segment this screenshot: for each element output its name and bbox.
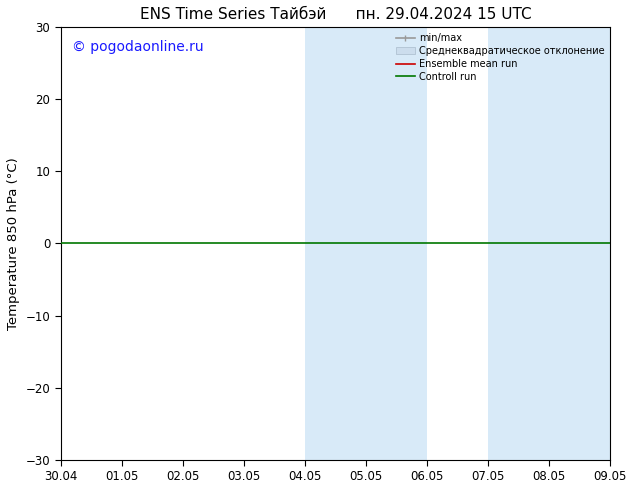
Legend: min/max, Среднеквадратическое отклонение, Ensemble mean run, Controll run: min/max, Среднеквадратическое отклонение… bbox=[392, 29, 609, 86]
Title: ENS Time Series Тайбэй      пн. 29.04.2024 15 UTC: ENS Time Series Тайбэй пн. 29.04.2024 15… bbox=[139, 7, 531, 22]
Text: © pogodaonline.ru: © pogodaonline.ru bbox=[72, 40, 204, 54]
Y-axis label: Temperature 850 hPa (°C): Temperature 850 hPa (°C) bbox=[7, 157, 20, 330]
Bar bbox=[488, 27, 611, 460]
Bar bbox=[305, 27, 427, 460]
